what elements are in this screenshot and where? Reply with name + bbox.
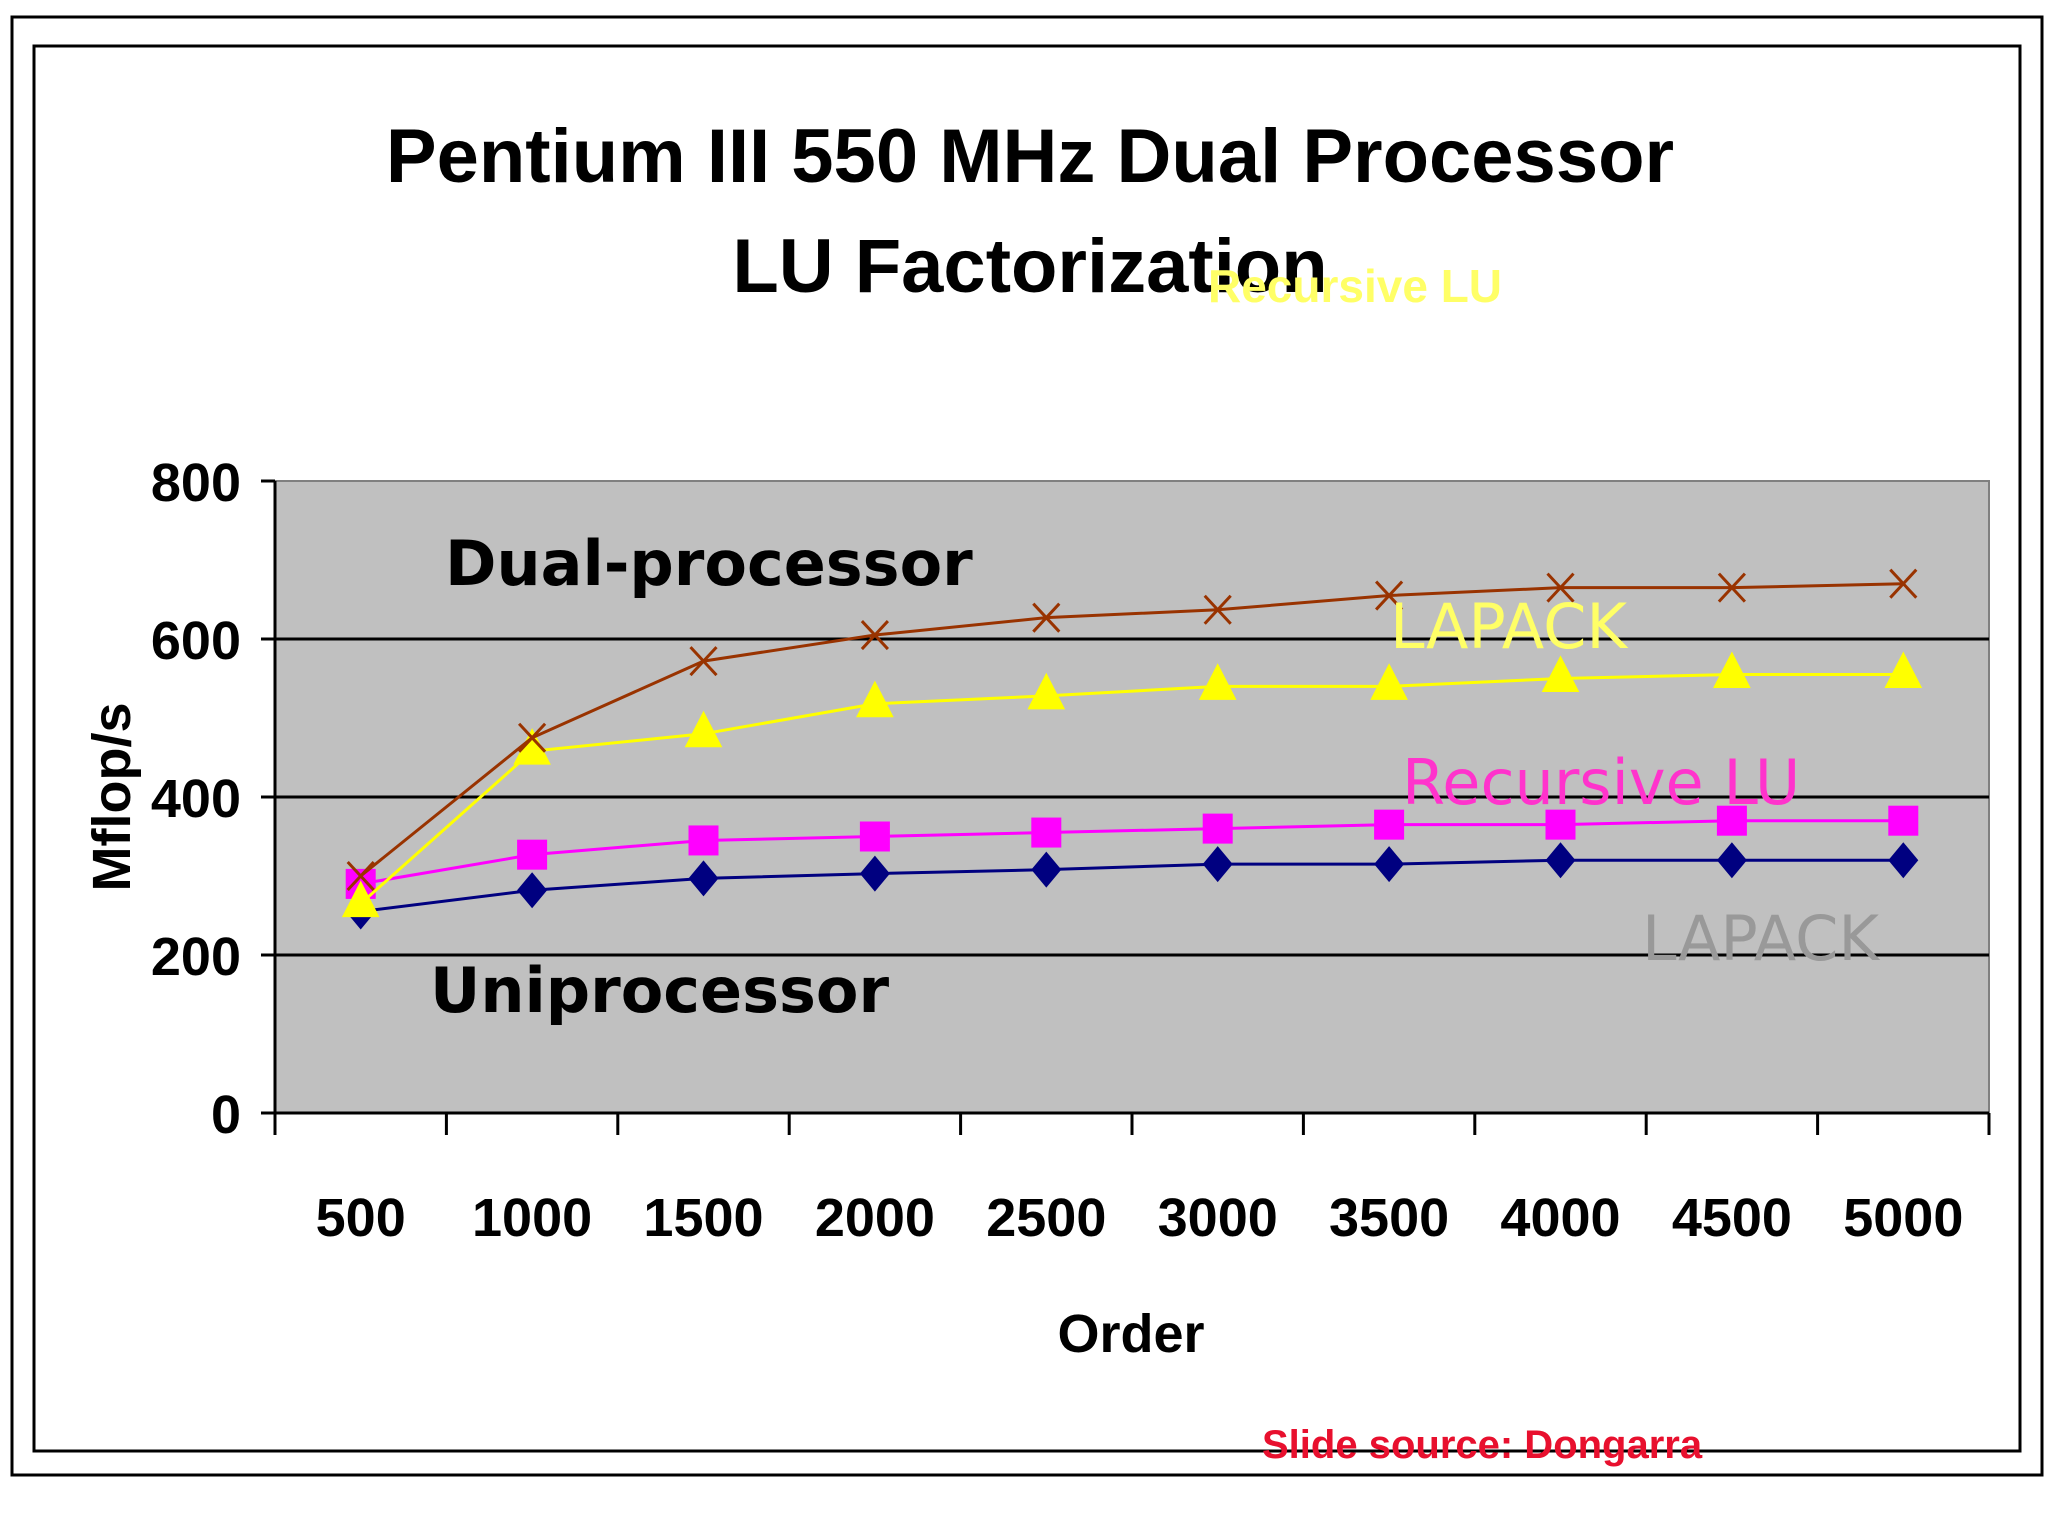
uniprocessor-recursive-lu-point bbox=[1031, 817, 1062, 848]
y-tick-label: 400 bbox=[151, 769, 241, 829]
x-tick-label: 4000 bbox=[1500, 1188, 1620, 1248]
y-axis-label: Mflop/s bbox=[82, 703, 142, 892]
dual-processor-lapack-point bbox=[1541, 655, 1580, 692]
dual-lapack-label: LAPACK bbox=[1390, 590, 1628, 663]
dual-processor-recursive-lu-point bbox=[1717, 572, 1746, 603]
x-tick-label: 3500 bbox=[1329, 1188, 1449, 1248]
chart-title: Pentium III 550 MHz Dual Processor bbox=[386, 114, 1674, 199]
dual-processor-label: Dual-processor bbox=[445, 527, 973, 600]
x-tick-label: 1500 bbox=[643, 1188, 763, 1248]
marker-stroke bbox=[1032, 602, 1061, 633]
uniprocessor-recursive-lu-point bbox=[517, 839, 548, 870]
dual-processor-recursive-lu-point bbox=[1889, 568, 1918, 599]
dual-processor-recursive-lu-point bbox=[1203, 594, 1232, 625]
dual-processor-recursive-lu-point bbox=[689, 646, 718, 677]
x-tick-label: 3000 bbox=[1158, 1188, 1278, 1248]
uniprocessor-lapack-point bbox=[517, 872, 548, 909]
y-tick-label: 200 bbox=[151, 927, 241, 987]
gridlines bbox=[275, 637, 1989, 957]
dual-processor-recursive-lu-point bbox=[860, 620, 889, 651]
marker-stroke bbox=[1546, 572, 1575, 603]
outer-frame bbox=[10, 15, 2044, 1477]
dual-processor-recursive-lu-point bbox=[518, 722, 547, 753]
x-tick-labels: 500 1000 1500 2000 2500 3000 3500 4000 4500 5000 bbox=[316, 1188, 1964, 1248]
dual-processor-lapack-point bbox=[856, 680, 894, 718]
uniprocessor-recursive-lu-line bbox=[360, 819, 1904, 886]
recursive-lu-legend-label: Recursive LU bbox=[1208, 260, 1502, 312]
uniprocessor-recursive-lu-point bbox=[1888, 805, 1919, 836]
x-tick-label: 4500 bbox=[1672, 1188, 1792, 1248]
dual-processor-recursive-lu-line bbox=[359, 582, 1904, 878]
uniprocessor-recursive-lu-point bbox=[1202, 813, 1233, 844]
uniprocessor-recursive-lu-point bbox=[1374, 809, 1405, 840]
x-tick-label: 2000 bbox=[815, 1188, 935, 1248]
axes bbox=[261, 479, 1991, 1135]
y-tick-label: 600 bbox=[151, 611, 241, 671]
uniprocessor-lapack-point bbox=[1202, 846, 1233, 883]
dual-processor-recursive-lu-point bbox=[1032, 602, 1061, 633]
uniprocessor-lapack-point bbox=[859, 855, 890, 892]
uni-recursive-lu-label: Recursive LU bbox=[1402, 746, 1800, 819]
marker-stroke bbox=[346, 860, 375, 892]
x-tick-label: 1000 bbox=[472, 1188, 592, 1248]
dual-processor-lapack-point bbox=[341, 880, 380, 918]
uniprocessor-lapack-point bbox=[1374, 846, 1405, 883]
dual-processor-lapack-point bbox=[1198, 663, 1237, 700]
series-group bbox=[341, 568, 1923, 930]
dual-processor-lapack-line bbox=[359, 673, 1904, 905]
dual-processor-lapack-point bbox=[1370, 663, 1408, 700]
dual-processor-recursive-lu-point bbox=[346, 860, 375, 892]
x-tick-label: 5000 bbox=[1843, 1188, 1963, 1248]
uniprocessor-lapack-line bbox=[360, 858, 1904, 914]
uniprocessor-lapack-point bbox=[1031, 851, 1062, 888]
marker-stroke bbox=[1203, 594, 1232, 625]
uniprocessor-lapack-point bbox=[1888, 842, 1919, 879]
x-tick-label: 500 bbox=[316, 1188, 406, 1248]
uniprocessor-recursive-lu-point bbox=[1545, 809, 1576, 840]
dual-processor-lapack-point bbox=[684, 710, 723, 748]
uniprocessor-lapack-point bbox=[688, 860, 719, 897]
marker-stroke bbox=[518, 722, 547, 753]
uni-lapack-label: LAPACK bbox=[1642, 902, 1880, 975]
dual-processor-lapack-point bbox=[1884, 651, 1923, 689]
marker-stroke bbox=[1717, 572, 1746, 603]
inner-frame bbox=[32, 44, 2022, 1453]
marker-stroke bbox=[1889, 568, 1918, 599]
uniprocessor-recursive-lu-point bbox=[1716, 805, 1747, 836]
dual-processor-recursive-lu-point bbox=[1546, 572, 1575, 603]
y-tick-label: 0 bbox=[211, 1085, 241, 1145]
uniprocessor-lapack-point bbox=[1545, 842, 1576, 879]
y-tick-label: 800 bbox=[151, 453, 241, 513]
slide-source: Slide source: Dongarra bbox=[1262, 1423, 1703, 1467]
x-tick-label: 2500 bbox=[986, 1188, 1106, 1248]
dual-processor-recursive-lu-point bbox=[1375, 580, 1404, 611]
uniprocessor-lapack-point bbox=[1716, 842, 1747, 879]
x-axis-label: Order bbox=[1057, 1304, 1204, 1364]
uniprocessor-recursive-lu-point bbox=[688, 825, 719, 856]
uniprocessor-label: Uniprocessor bbox=[430, 954, 889, 1027]
marker-stroke bbox=[689, 646, 718, 677]
y-tick-labels: 0 200 400 600 800 bbox=[151, 453, 241, 1145]
uniprocessor-recursive-lu-point bbox=[859, 821, 890, 852]
marker-stroke bbox=[860, 620, 889, 651]
dual-processor-lapack-point bbox=[1027, 672, 1066, 710]
dual-processor-lapack-point bbox=[1713, 651, 1751, 689]
marker-stroke bbox=[1375, 580, 1404, 611]
chart-subtitle: LU Factorization bbox=[732, 224, 1327, 309]
